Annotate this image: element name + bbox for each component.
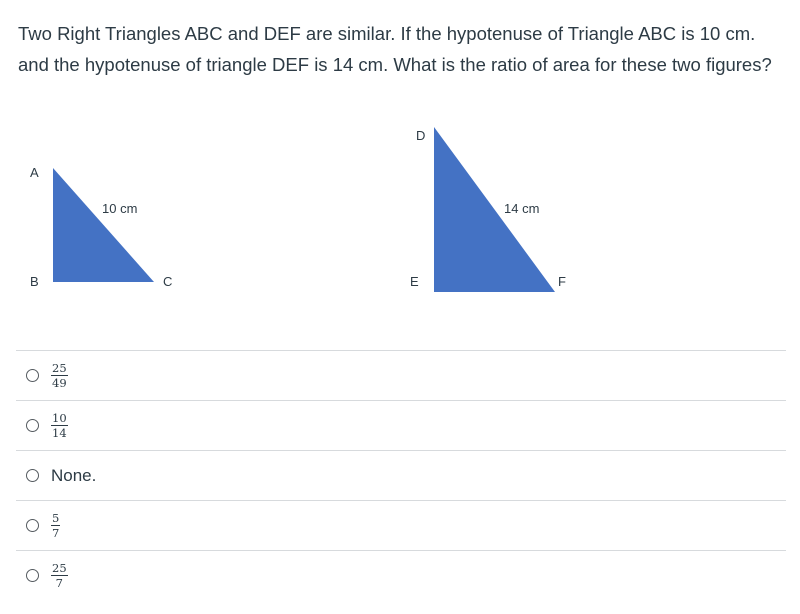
fraction-numerator: 5: [51, 511, 61, 526]
fraction-denominator: 49: [52, 376, 67, 390]
triangle-abc: [53, 168, 154, 282]
question-text: Two Right Triangles ABC and DEF are simi…: [18, 23, 772, 75]
vertex-label-f: F: [558, 274, 566, 289]
answer-option-1[interactable]: 25 49: [16, 350, 786, 400]
fraction: 25 49: [51, 362, 68, 389]
radio-button[interactable]: [26, 569, 39, 582]
fraction-numerator: 10: [51, 411, 68, 426]
vertex-label-b: B: [30, 274, 39, 289]
vertex-label-a: A: [30, 165, 39, 180]
answer-option-4[interactable]: 5 7: [16, 500, 786, 550]
answer-text: None.: [51, 465, 97, 485]
answer-list: 25 49 10 14 None. 5 7 25 7: [16, 350, 786, 600]
fraction-denominator: 14: [52, 426, 67, 440]
fraction-denominator: 7: [55, 576, 63, 590]
fraction: 5 7: [51, 511, 61, 540]
answer-option-2[interactable]: 10 14: [16, 400, 786, 450]
radio-button[interactable]: [26, 519, 39, 532]
triangles-figure: A B C 10 cm D E F 14 cm: [0, 120, 800, 310]
triangles-svg: A B C 10 cm D E F 14 cm: [30, 127, 566, 292]
answer-option-5[interactable]: 25 7: [16, 550, 786, 600]
fraction-numerator: 25: [51, 561, 68, 576]
radio-button[interactable]: [26, 369, 39, 382]
vertex-label-e: E: [410, 274, 419, 289]
fraction-denominator: 7: [52, 526, 60, 540]
answer-option-3[interactable]: None.: [16, 450, 786, 500]
radio-button[interactable]: [26, 419, 39, 432]
vertex-label-c: C: [163, 274, 172, 289]
fraction: 10 14: [51, 412, 68, 439]
triangle-def: [434, 127, 555, 292]
fraction: 25 7: [51, 562, 68, 589]
hypotenuse-label-abc: 10 cm: [102, 201, 137, 216]
fraction-numerator: 25: [51, 361, 68, 376]
vertex-label-d: D: [416, 128, 425, 143]
hypotenuse-label-def: 14 cm: [504, 201, 539, 216]
radio-button[interactable]: [26, 469, 39, 482]
